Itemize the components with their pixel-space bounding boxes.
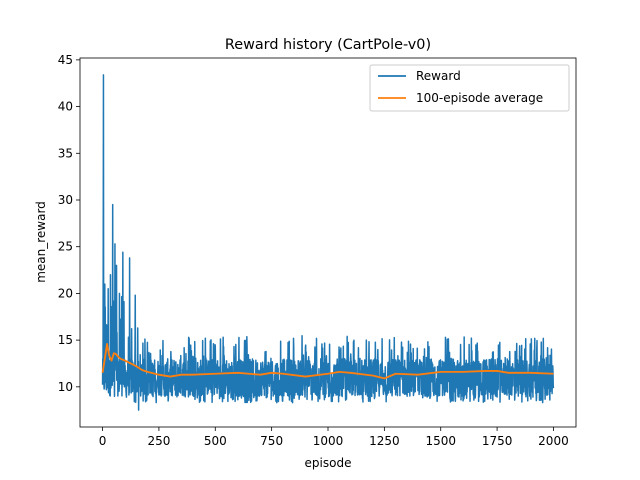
y-axis-label: mean_reward [34, 201, 48, 283]
legend-box [369, 64, 570, 112]
y-tick-label: 20 [58, 286, 73, 300]
x-tick-label: 1250 [369, 434, 400, 448]
series-line-average [101, 342, 554, 380]
legend-label-reward: Reward [416, 69, 461, 83]
legend-label-average: 100-episode average [416, 91, 543, 105]
x-tick-label: 250 [147, 434, 170, 448]
y-tick-label: 40 [58, 100, 73, 114]
y-tick-label: 30 [58, 193, 73, 207]
x-tick-label: 1500 [425, 434, 456, 448]
y-tick-label: 25 [58, 240, 73, 254]
y-tick-label: 45 [58, 53, 73, 67]
y-tick-label: 10 [58, 380, 73, 394]
x-tick-label: 2000 [538, 434, 569, 448]
y-tick-label: 35 [58, 146, 73, 160]
x-tick-label: 0 [99, 434, 107, 448]
chart-title: Reward history (CartPole-v0) [225, 37, 431, 53]
x-axis-label: episode [305, 456, 352, 470]
x-tick-label: 500 [204, 434, 227, 448]
x-tick-label: 1000 [313, 434, 344, 448]
x-tick-label: 750 [260, 434, 283, 448]
y-tick-label: 15 [58, 333, 73, 347]
x-tick-label: 1750 [482, 434, 513, 448]
legend: Reward 100-episode average [369, 64, 570, 112]
